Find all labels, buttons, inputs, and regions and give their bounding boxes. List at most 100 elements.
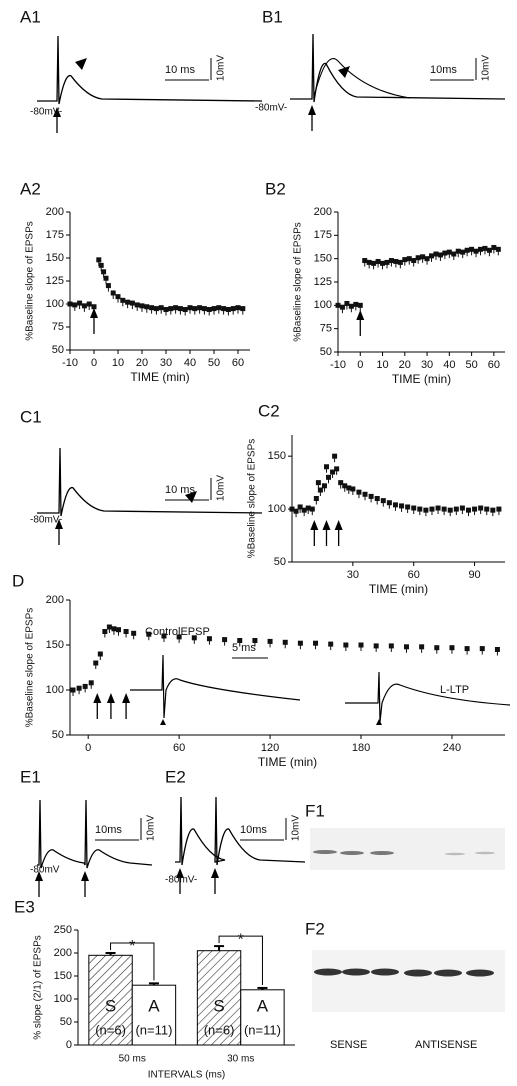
data-point — [482, 245, 488, 251]
data-point — [230, 306, 236, 312]
x-tick-label: 180 — [352, 742, 370, 754]
data-point — [449, 645, 455, 651]
data-point — [460, 249, 466, 255]
x-tick-label: 120 — [261, 742, 279, 754]
data-point — [139, 303, 145, 309]
x-tick-label: 20 — [399, 359, 411, 371]
data-point — [297, 640, 303, 646]
y-tick-label: 150 — [46, 252, 64, 264]
data-point — [76, 685, 82, 691]
data-point — [446, 249, 452, 255]
y-tick-label: 175 — [46, 229, 64, 241]
data-point — [411, 505, 417, 511]
x-tick-label: 40 — [184, 357, 196, 369]
y-tick-label: 50 — [52, 729, 64, 741]
data-point — [472, 506, 478, 512]
data-point — [411, 258, 417, 264]
x-axis-label: TIME (min) — [258, 755, 317, 769]
data-point — [433, 251, 439, 257]
data-point — [392, 502, 398, 508]
data-point — [362, 258, 368, 264]
data-point — [388, 258, 394, 264]
data-point — [417, 506, 423, 512]
data-point — [373, 643, 379, 649]
data-point — [177, 306, 183, 312]
data-point — [429, 506, 435, 512]
data-point — [465, 507, 471, 513]
x-tick-label: 10 — [376, 359, 388, 371]
stim-arrowhead — [160, 719, 166, 725]
data-point — [93, 660, 99, 666]
x-tick-label: 0 — [357, 359, 363, 371]
data-point — [144, 304, 150, 310]
data-point — [366, 259, 372, 265]
stim-arrowhead — [308, 105, 316, 115]
data-point — [429, 253, 435, 259]
data-point — [81, 303, 87, 309]
data-point — [221, 306, 227, 312]
data-point — [380, 498, 386, 504]
y-tick-label: 200 — [314, 206, 332, 218]
stim-arrowhead — [310, 520, 319, 530]
y-axis-label: % slope (2/1) of EPSPs — [33, 935, 44, 1040]
data-point — [437, 252, 443, 258]
y-tick-label: 50 — [274, 556, 286, 568]
data-point — [91, 304, 97, 310]
x-tick-label: 60 — [408, 569, 420, 581]
data-point — [405, 504, 411, 510]
panel-label: A1 — [20, 7, 41, 26]
panel-label: C2 — [258, 401, 280, 420]
data-point — [289, 506, 295, 512]
data-point — [343, 642, 349, 648]
data-point — [176, 634, 182, 640]
data-point — [237, 638, 243, 643]
data-point — [120, 297, 126, 303]
bar — [131, 984, 177, 1046]
stim-arrowhead — [81, 871, 89, 881]
data-point — [96, 257, 102, 263]
blot-label: F2 — [305, 919, 325, 938]
x-axis-label: TIME (min) — [369, 582, 428, 596]
data-point — [451, 251, 457, 257]
x-tick-label: 30 — [421, 359, 433, 371]
x-tick-label: -10 — [62, 357, 78, 369]
data-point — [486, 247, 492, 253]
data-point — [297, 504, 303, 510]
data-point — [103, 275, 109, 281]
data-point — [161, 633, 167, 639]
data-point — [441, 506, 447, 512]
data-point — [206, 636, 212, 642]
panel-label: E2 — [165, 767, 186, 786]
data-point — [153, 306, 159, 312]
data-point — [386, 500, 392, 506]
data-point — [149, 305, 155, 311]
x-axis-label: TIME (min) — [130, 370, 189, 384]
peak-marker — [185, 491, 197, 503]
x-tick-label: 60 — [232, 357, 244, 369]
data-point — [478, 246, 484, 252]
time-scale: 10ms — [95, 824, 122, 836]
data-point — [97, 651, 103, 657]
data-point — [356, 489, 362, 495]
data-point — [397, 259, 403, 265]
data-point — [478, 505, 484, 511]
x-tick-label: 20 — [136, 357, 148, 369]
data-point — [494, 647, 500, 652]
data-point — [338, 480, 344, 486]
y-tick-label: 100 — [46, 298, 64, 310]
stim-arrowhead — [211, 868, 219, 878]
stim-arrowhead — [322, 520, 331, 530]
data-point — [116, 627, 122, 633]
data-point — [362, 491, 368, 497]
data-point — [101, 269, 107, 275]
data-point — [86, 301, 92, 307]
bar-n: (n=6) — [95, 1022, 126, 1037]
data-point — [313, 640, 319, 646]
data-point — [216, 305, 222, 311]
voltage-scale: 10mV — [216, 475, 227, 501]
data-point — [82, 683, 88, 689]
data-point — [305, 505, 311, 511]
data-point — [464, 646, 470, 652]
data-point — [334, 466, 340, 472]
x-tick-label: 30 — [347, 569, 359, 581]
